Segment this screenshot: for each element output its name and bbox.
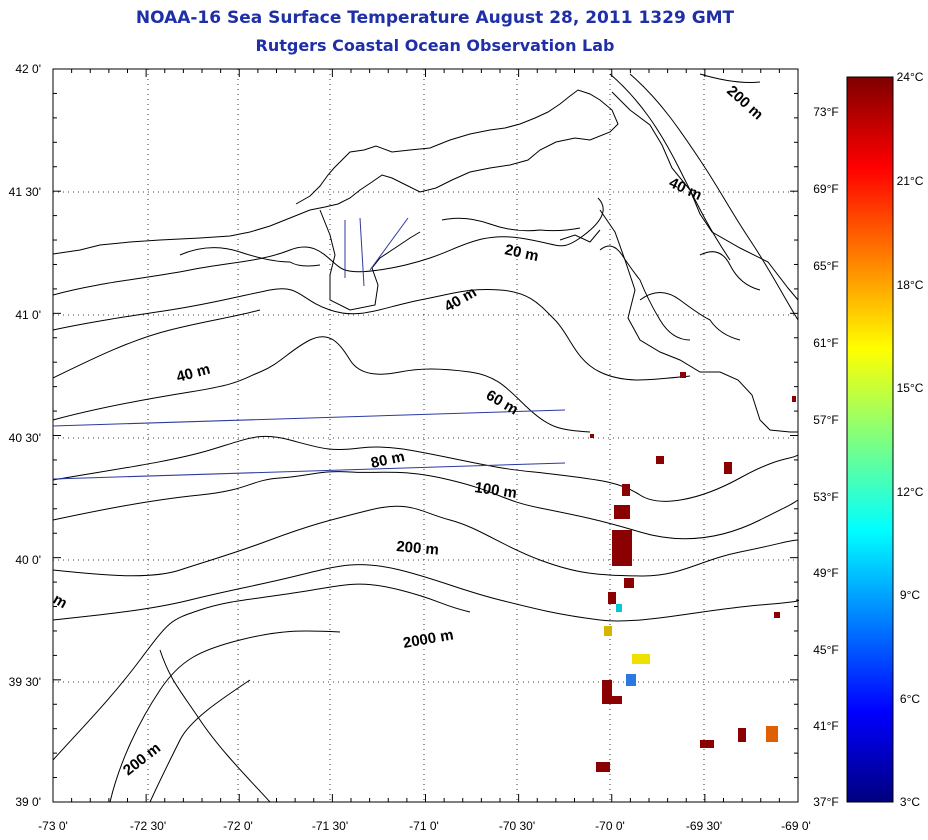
lat-label: 39 30'	[9, 675, 41, 689]
contour-label-20: 20 m	[503, 241, 540, 265]
sst-patch	[656, 456, 664, 464]
colorbar	[846, 76, 894, 803]
fahrenheit-label: 73°F	[813, 105, 838, 119]
sst-patch	[624, 578, 634, 588]
contour-label-80: 80 m	[369, 448, 406, 472]
lon-label: -69 0'	[781, 819, 811, 833]
sst-patch	[614, 505, 630, 519]
fahrenheit-labels: 73°F 69°F 65°F 61°F 57°F 53°F 49°F 45°F …	[813, 105, 838, 809]
tick-marks	[52, 68, 799, 803]
fahrenheit-label: 53°F	[813, 490, 838, 504]
fahrenheit-label: 65°F	[813, 259, 838, 273]
fahrenheit-label: 69°F	[813, 182, 838, 196]
sst-patch	[724, 462, 732, 474]
lat-label: 41 30'	[9, 185, 41, 199]
sst-patch	[626, 674, 636, 686]
longitude-labels: -73 0' -72 30' -72 0' -71 30' -71 0' -70…	[38, 819, 811, 833]
fahrenheit-label: 57°F	[813, 413, 838, 427]
contour-label-200-mid: 200 m	[396, 538, 440, 559]
celsius-label: 18°C	[897, 278, 924, 292]
sst-patch	[612, 530, 632, 566]
sst-patch	[608, 592, 616, 604]
lon-label: -73 0'	[38, 819, 68, 833]
sst-patch	[616, 604, 622, 612]
lon-label: -71 30'	[312, 819, 348, 833]
sst-patch	[622, 484, 630, 496]
celsius-label: 3°C	[900, 795, 920, 809]
lon-label: -70 0'	[595, 819, 625, 833]
fahrenheit-label: 37°F	[813, 795, 838, 809]
celsius-label: 15°C	[897, 381, 924, 395]
sst-patch	[596, 762, 610, 772]
sst-patch	[766, 726, 778, 742]
sst-pixels	[590, 372, 796, 772]
celsius-labels: 24°C 21°C 18°C 15°C 12°C 9°C 6°C 3°C	[897, 70, 924, 809]
celsius-label: 12°C	[897, 485, 924, 499]
sst-patch	[774, 612, 780, 618]
lon-label: -72 30'	[130, 819, 166, 833]
lon-label: -70 30'	[499, 819, 535, 833]
lat-label: 40 0'	[15, 553, 41, 567]
track-lines	[52, 217, 566, 480]
celsius-label: 9°C	[900, 588, 920, 602]
celsius-label: 6°C	[900, 692, 920, 706]
fahrenheit-label: 41°F	[813, 719, 838, 733]
map-subtitle: Rutgers Coastal Ocean Observation Lab	[255, 36, 615, 55]
sst-patch	[792, 396, 796, 402]
sst-patch	[590, 434, 594, 438]
contour-label-100: 100 m	[473, 479, 517, 502]
coastline	[52, 89, 799, 433]
map-title: NOAA-16 Sea Surface Temperature August 2…	[135, 8, 735, 28]
lat-label: 41 0'	[15, 308, 41, 322]
sst-patch	[602, 680, 612, 704]
lon-label: -72 0'	[223, 819, 253, 833]
lat-label: 40 30'	[9, 431, 41, 445]
fahrenheit-label: 45°F	[813, 643, 838, 657]
lat-label: 42 0'	[15, 62, 41, 76]
grid	[53, 69, 798, 802]
sst-patch	[680, 372, 686, 378]
lon-label: -71 0'	[409, 819, 439, 833]
sst-patch	[700, 740, 714, 748]
bathymetry-contours	[52, 73, 799, 803]
lon-label: -69 30'	[686, 819, 722, 833]
sst-patch	[632, 654, 650, 664]
celsius-label: 21°C	[897, 174, 924, 188]
lat-label: 39 0'	[15, 795, 41, 809]
map-frame	[52, 68, 799, 803]
latitude-labels: 42 0' 41 30' 41 0' 40 30' 40 0' 39 30' 3…	[9, 62, 41, 809]
fahrenheit-label: 49°F	[813, 566, 838, 580]
sst-patch	[604, 626, 612, 636]
celsius-label: 24°C	[897, 70, 924, 84]
sst-patch	[738, 728, 746, 742]
sst-patch	[612, 696, 622, 704]
fahrenheit-label: 61°F	[813, 336, 838, 350]
